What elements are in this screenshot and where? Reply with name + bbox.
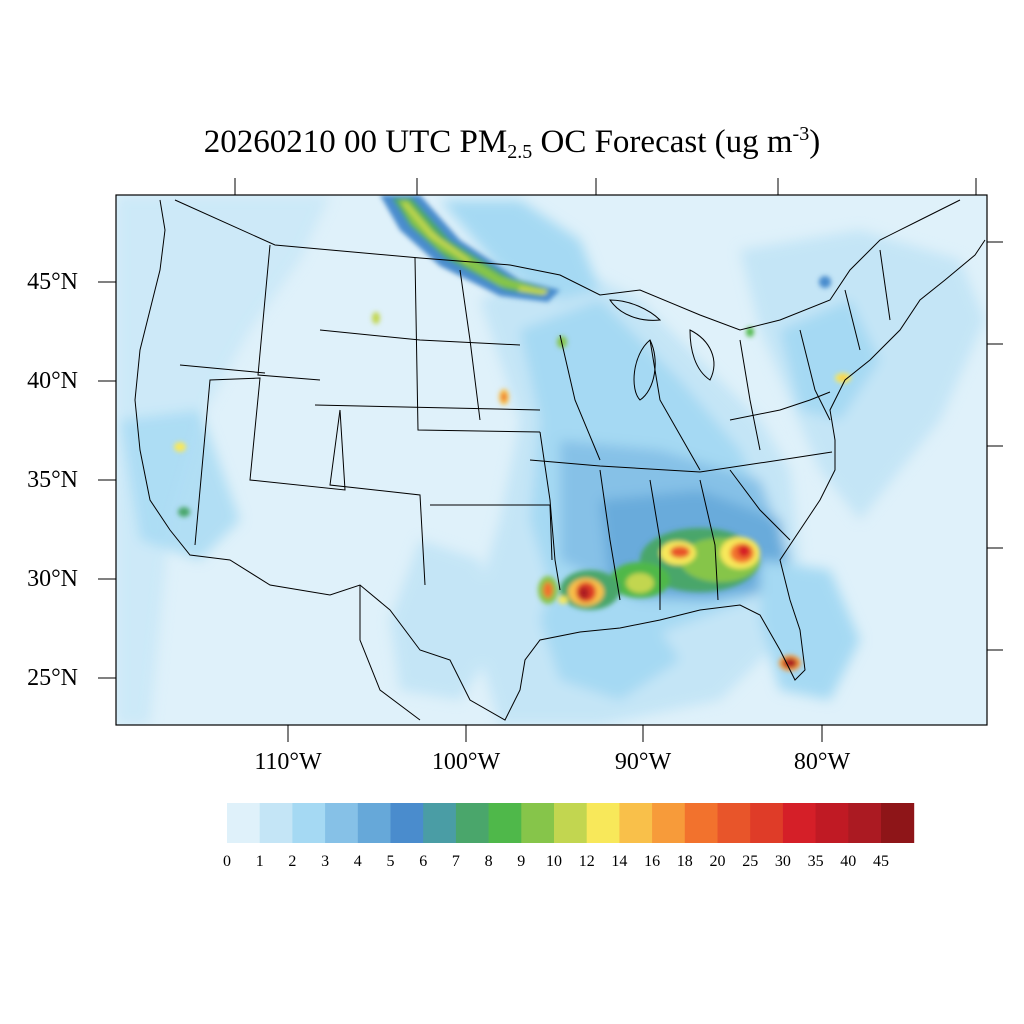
lat-label-30n: 30°N [27,566,78,592]
lon-label-80w: 80°W [793,749,851,775]
lon-label-90w: 90°W [614,749,672,775]
colorbar-swatch [554,803,588,843]
colorbar-swatch [652,803,686,843]
colorbar-label: 18 [676,853,693,870]
colorbar-swatch [455,803,490,843]
colorbar-label: 1 [255,853,264,870]
colorbar-label: 20 [709,853,726,870]
colorbar-label: 14 [611,853,628,870]
colorbar-swatch [488,803,522,843]
lat-label-40n: 40°N [27,368,78,394]
colorbar-swatch [684,803,718,843]
colorbar-swatch [292,803,326,843]
colorbar-label: 40 [840,853,857,870]
colorbar-swatch [423,803,457,843]
colorbar-label: 10 [546,853,562,870]
colorbar [227,803,915,843]
southeast-plumes [174,276,851,671]
colorbar-swatch [390,803,424,843]
colorbar-label: 2 [288,853,297,870]
map-title: 20260210 00 UTC PM2.5 OC Forecast (ug m-… [203,123,821,163]
colorbar-swatch [357,803,391,843]
colorbar-swatch [782,803,817,843]
colorbar-label: 16 [644,853,661,870]
colorbar-swatch [750,803,784,843]
colorbar-label: 9 [517,853,526,870]
colorbar-label: 8 [484,853,493,870]
colorbar-label: 45 [873,853,889,870]
colorbar-swatch [881,803,915,843]
map-frame [115,194,988,726]
colorbar-swatch [325,803,359,843]
colorbar-label: 0 [223,853,231,870]
lat-label-35n: 35°N [27,467,78,493]
colorbar-label: 4 [353,853,362,870]
colorbar-swatch [227,803,261,843]
lon-label-110w: 110°W [254,749,322,775]
lon-label-100w: 100°W [431,749,501,775]
colorbar-label: 3 [321,853,330,870]
us-outline [134,199,986,721]
colorbar-label: 25 [742,853,759,870]
colorbar-swatch [815,803,849,843]
colorbar-swatch [521,803,555,843]
lat-label-25n: 25°N [27,665,78,691]
colorbar-label: 35 [807,853,824,870]
colorbar-swatch [259,803,293,843]
map-field [116,195,987,725]
colorbar-label: 6 [419,853,428,870]
colorbar-label: 7 [451,853,460,870]
colorbar-label: 5 [386,853,395,870]
colorbar-swatch [848,803,882,843]
lat-label-45n: 45°N [27,269,78,295]
colorbar-swatch [717,803,751,843]
colorbar-label: 12 [578,853,595,870]
colorbar-swatch [619,803,653,843]
axis-ticks [98,178,1003,742]
colorbar-label: 30 [774,853,791,870]
colorbar-swatch [586,803,620,843]
canadian-smoke-band [380,195,560,302]
